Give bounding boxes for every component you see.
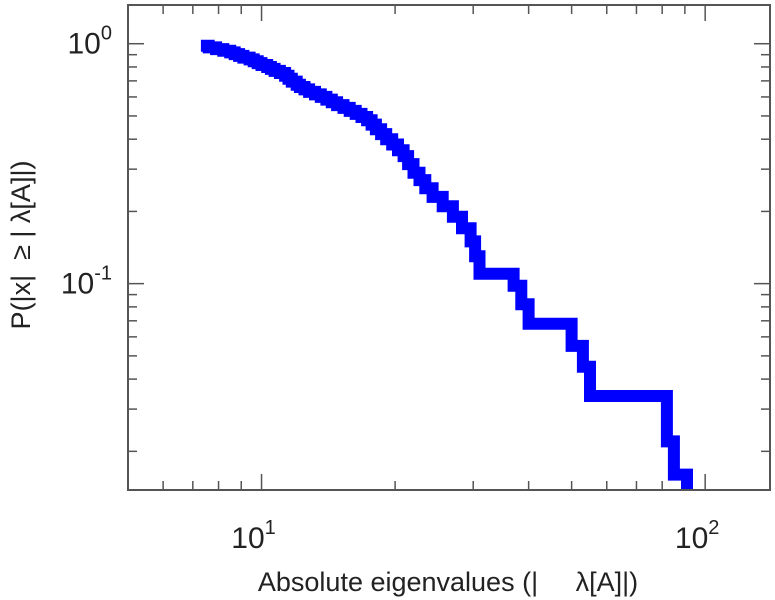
series-layer	[200, 39, 693, 490]
x-tick-label: 101	[231, 517, 275, 555]
y-tick-label-base: 10	[61, 268, 94, 301]
x-tick-label-exponent: 2	[708, 517, 719, 539]
y-tick-label-exponent: -1	[94, 263, 112, 285]
y-tick-label: 100	[68, 23, 113, 61]
y-axis-title: P(|x| ≥ | λ[A]|)	[6, 161, 36, 330]
y-tick-label-base: 10	[68, 28, 101, 61]
plot-frame	[127, 4, 771, 491]
x-axis-title: Absolute eigenvalues (| λ[A]|)	[258, 567, 638, 597]
ccdf-step-line	[200, 39, 693, 490]
x-tick-label: 102	[675, 517, 720, 555]
y-tick-label: 10-1	[61, 263, 112, 301]
x-tick-label-exponent: 1	[265, 517, 276, 539]
x-tick-label-base: 10	[675, 522, 708, 555]
x-tick-label-base: 10	[231, 522, 264, 555]
y-tick-label-exponent: 0	[101, 23, 112, 45]
axis-ticks	[127, 5, 770, 490]
